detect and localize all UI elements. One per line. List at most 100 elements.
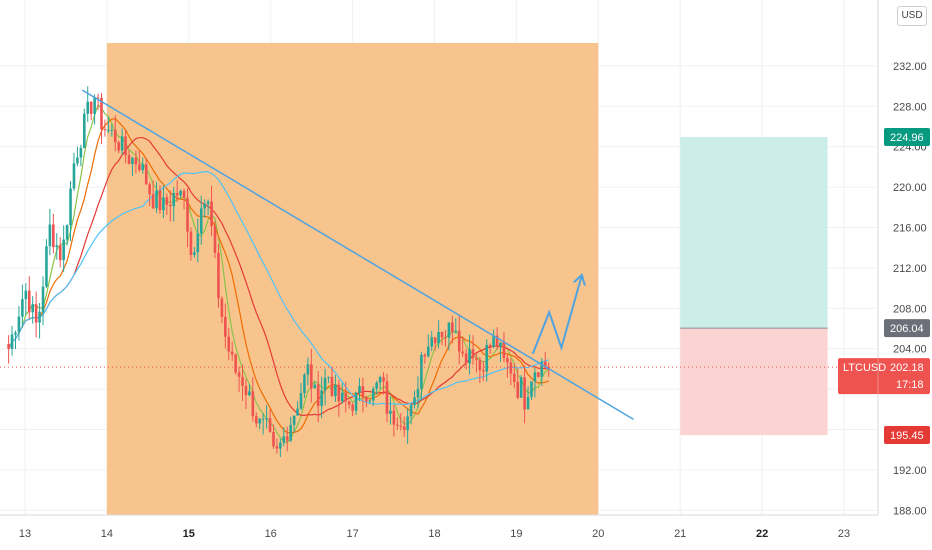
candle: [213, 220, 217, 259]
x-tick-label: 18: [428, 528, 440, 540]
candle-body: [76, 157, 79, 164]
candle: [199, 195, 203, 245]
candle: [261, 413, 265, 435]
candle-body: [186, 197, 189, 232]
candle-body: [248, 391, 251, 396]
candle-body: [237, 372, 241, 377]
candle: [540, 358, 544, 387]
currency-selector[interactable]: USD: [897, 6, 927, 26]
candle: [299, 383, 303, 411]
candle-body: [138, 164, 141, 171]
candle-body: [471, 349, 475, 359]
candle: [193, 247, 196, 258]
candle: [485, 339, 489, 382]
candle-body: [224, 316, 227, 337]
candle: [196, 218, 200, 263]
candle: [296, 401, 299, 416]
candle: [471, 335, 475, 365]
candle: [82, 108, 86, 149]
candle-body: [382, 377, 385, 382]
candle: [113, 115, 117, 152]
candle-body: [179, 190, 182, 196]
candle: [316, 370, 320, 423]
x-tick-label: 14: [101, 528, 113, 540]
candle: [203, 199, 206, 218]
candle: [62, 225, 65, 272]
candle-body: [416, 388, 420, 398]
candle: [89, 101, 93, 121]
candle-body: [303, 374, 306, 394]
candle-body: [337, 384, 341, 402]
candle-body: [468, 349, 471, 364]
candle-body: [413, 397, 416, 405]
projection-path[interactable]: [531, 274, 583, 355]
drawing-zones: [106, 43, 828, 515]
candle-body: [516, 382, 520, 398]
candle-body: [316, 384, 320, 407]
candle-body: [52, 224, 55, 248]
candle-body: [530, 381, 533, 397]
candle-body: [327, 376, 330, 378]
candle-body: [141, 164, 145, 171]
candle-body: [358, 386, 361, 393]
candle: [248, 384, 251, 397]
candle: [279, 438, 282, 457]
candle: [396, 417, 399, 430]
trend-drawings[interactable]: [0, 89, 878, 421]
candle: [406, 408, 409, 444]
candle: [76, 146, 79, 167]
candle: [426, 334, 430, 358]
candle: [337, 379, 341, 417]
candle: [440, 331, 444, 346]
candle-body: [495, 335, 499, 347]
candle-body: [392, 410, 396, 425]
candle: [17, 306, 21, 341]
candle-body: [533, 372, 537, 382]
candle-body: [45, 246, 48, 287]
candle-body: [310, 364, 313, 389]
candle-body: [93, 97, 96, 114]
candle: [86, 86, 90, 122]
candle-body: [24, 290, 28, 300]
candle: [210, 185, 213, 237]
candle-body: [193, 252, 196, 255]
candle: [220, 296, 224, 324]
candle-body: [199, 208, 203, 234]
candle-body: [234, 354, 237, 373]
candle: [351, 402, 354, 417]
candle-body: [107, 129, 110, 131]
target-price-badge-text: 224.96: [890, 132, 924, 144]
candle-body: [409, 404, 413, 417]
candle: [444, 329, 447, 347]
candle-body: [220, 298, 224, 317]
candle: [134, 150, 138, 174]
x-tick-label: 20: [592, 528, 604, 540]
x-tick-label: 17: [346, 528, 358, 540]
candle: [382, 372, 385, 395]
candle: [124, 129, 127, 164]
candle: [543, 351, 547, 369]
candle: [523, 365, 526, 424]
stop-price-badge: 195.45: [884, 426, 930, 445]
candle-body: [210, 201, 213, 227]
candle: [230, 341, 234, 361]
candle-body: [110, 129, 114, 131]
candle-body: [151, 194, 155, 209]
candle: [79, 144, 83, 167]
trendline[interactable]: [81, 89, 634, 421]
candle: [420, 351, 423, 401]
candle-body: [34, 304, 38, 323]
candle: [378, 375, 382, 390]
candle: [430, 330, 434, 352]
candle: [138, 149, 141, 172]
candle: [365, 395, 368, 408]
candle-body: [189, 231, 193, 255]
candle-body: [299, 393, 303, 409]
entry-price-badge-text: 206.04: [890, 323, 924, 335]
candle-body: [454, 330, 458, 333]
candle: [347, 400, 351, 409]
candle: [519, 375, 523, 398]
candle: [141, 157, 145, 174]
candle: [371, 386, 375, 406]
